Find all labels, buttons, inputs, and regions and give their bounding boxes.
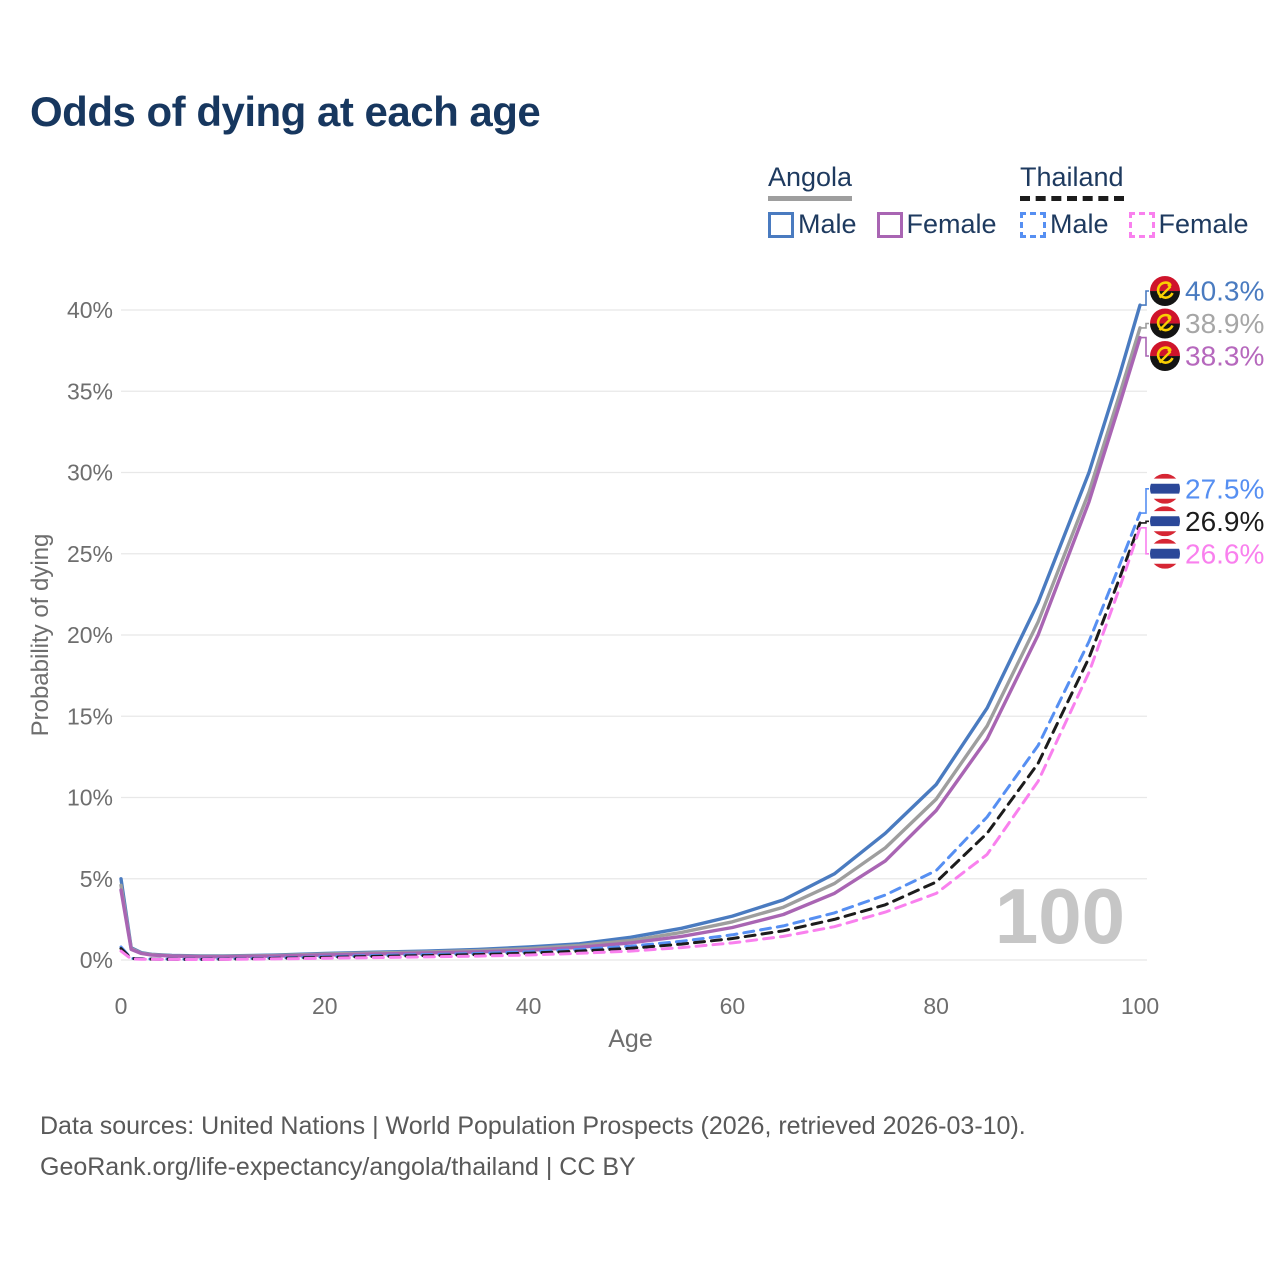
y-tick-label: 10% — [67, 785, 113, 811]
y-tick-label: 20% — [67, 622, 113, 648]
y-tick-label: 5% — [80, 866, 113, 892]
end-label-value: 38.9% — [1185, 308, 1264, 339]
legend-item-angola-female[interactable]: Female — [876, 209, 997, 240]
legend-item-angola-male[interactable]: Male — [768, 209, 857, 240]
legend-item-label: Male — [1050, 209, 1109, 239]
x-axis-title: Age — [608, 1025, 652, 1053]
thailand-female-swatch-icon — [1128, 211, 1155, 238]
footer-url-line: GeoRank.org/life-expectancy/angola/thail… — [40, 1153, 636, 1181]
x-tick-label: 80 — [923, 993, 949, 1019]
series-angola-male[interactable] — [119, 303, 1142, 958]
end-label-value: 40.3% — [1185, 276, 1264, 307]
x-tick-label: 20 — [312, 993, 338, 1019]
end-label-thailand-both[interactable]: 26.9% — [1150, 506, 1264, 537]
end-label-connector — [1141, 527, 1149, 555]
legend-item-thailand-male[interactable]: Male — [1020, 209, 1109, 240]
x-tick-label: 40 — [516, 993, 542, 1019]
y-axis-title: Probability of dying — [27, 534, 54, 737]
end-label-angola-male[interactable]: 40.3% — [1150, 276, 1264, 307]
y-tick-label: 15% — [67, 703, 113, 729]
series-angola-female[interactable] — [119, 335, 1142, 959]
angola-flag-icon — [1150, 276, 1180, 307]
end-label-angola-both[interactable]: 38.9% — [1150, 308, 1264, 339]
legend-header-thailand[interactable]: Thailand — [1020, 162, 1124, 201]
thailand-male-swatch-icon — [1020, 211, 1046, 238]
end-label-thailand-female[interactable]: 26.6% — [1150, 538, 1264, 569]
thailand-flag-icon — [1150, 473, 1180, 504]
end-label-connector — [1141, 336, 1149, 357]
legend-item-label: Male — [798, 209, 857, 239]
thailand-flag-icon — [1150, 506, 1180, 537]
end-label-connector — [1141, 520, 1149, 524]
end-label-connector — [1141, 290, 1149, 306]
end-label-value: 26.6% — [1185, 538, 1264, 569]
angola-female-swatch-icon — [876, 211, 903, 238]
series-thailand-female[interactable] — [119, 526, 1142, 961]
end-label-connector — [1141, 322, 1149, 329]
x-tick-label: 0 — [115, 993, 128, 1019]
x-tick-label: 100 — [1121, 993, 1159, 1019]
legend-header-angola[interactable]: Angola — [768, 162, 853, 201]
angola-flag-icon — [1150, 308, 1180, 339]
legend-item-thailand-female[interactable]: Female — [1128, 209, 1249, 240]
y-tick-label: 0% — [80, 947, 113, 973]
angola-male-swatch-icon — [768, 211, 794, 238]
end-label-connector — [1141, 488, 1149, 514]
legend-item-label: Female — [1158, 209, 1249, 239]
legend-group-angola: Angola Male Female — [768, 162, 1017, 240]
footer: Data sources: United Nations | World Pop… — [40, 1106, 1026, 1188]
age-watermark: 100 — [995, 872, 1125, 960]
y-tick-label: 30% — [67, 460, 113, 486]
series-angola-both[interactable] — [119, 326, 1142, 958]
footer-sources-line: Data sources: United Nations | World Pop… — [40, 1112, 1026, 1140]
y-tick-label: 25% — [67, 541, 113, 567]
angola-flag-icon — [1150, 341, 1180, 372]
legend-group-thailand: Thailand Male Female — [1020, 162, 1269, 240]
y-tick-label: 40% — [67, 297, 113, 323]
end-label-thailand-male[interactable]: 27.5% — [1150, 473, 1264, 504]
legend-item-label: Female — [906, 209, 997, 239]
thailand-flag-icon — [1150, 538, 1180, 569]
y-tick-label: 35% — [67, 378, 113, 404]
end-label-value: 38.3% — [1185, 341, 1264, 372]
end-label-angola-female[interactable]: 38.3% — [1150, 341, 1264, 372]
end-label-value: 27.5% — [1185, 473, 1264, 504]
page-title: Odds of dying at each age — [30, 88, 541, 135]
x-tick-label: 60 — [720, 993, 746, 1019]
end-label-value: 26.9% — [1185, 506, 1264, 537]
